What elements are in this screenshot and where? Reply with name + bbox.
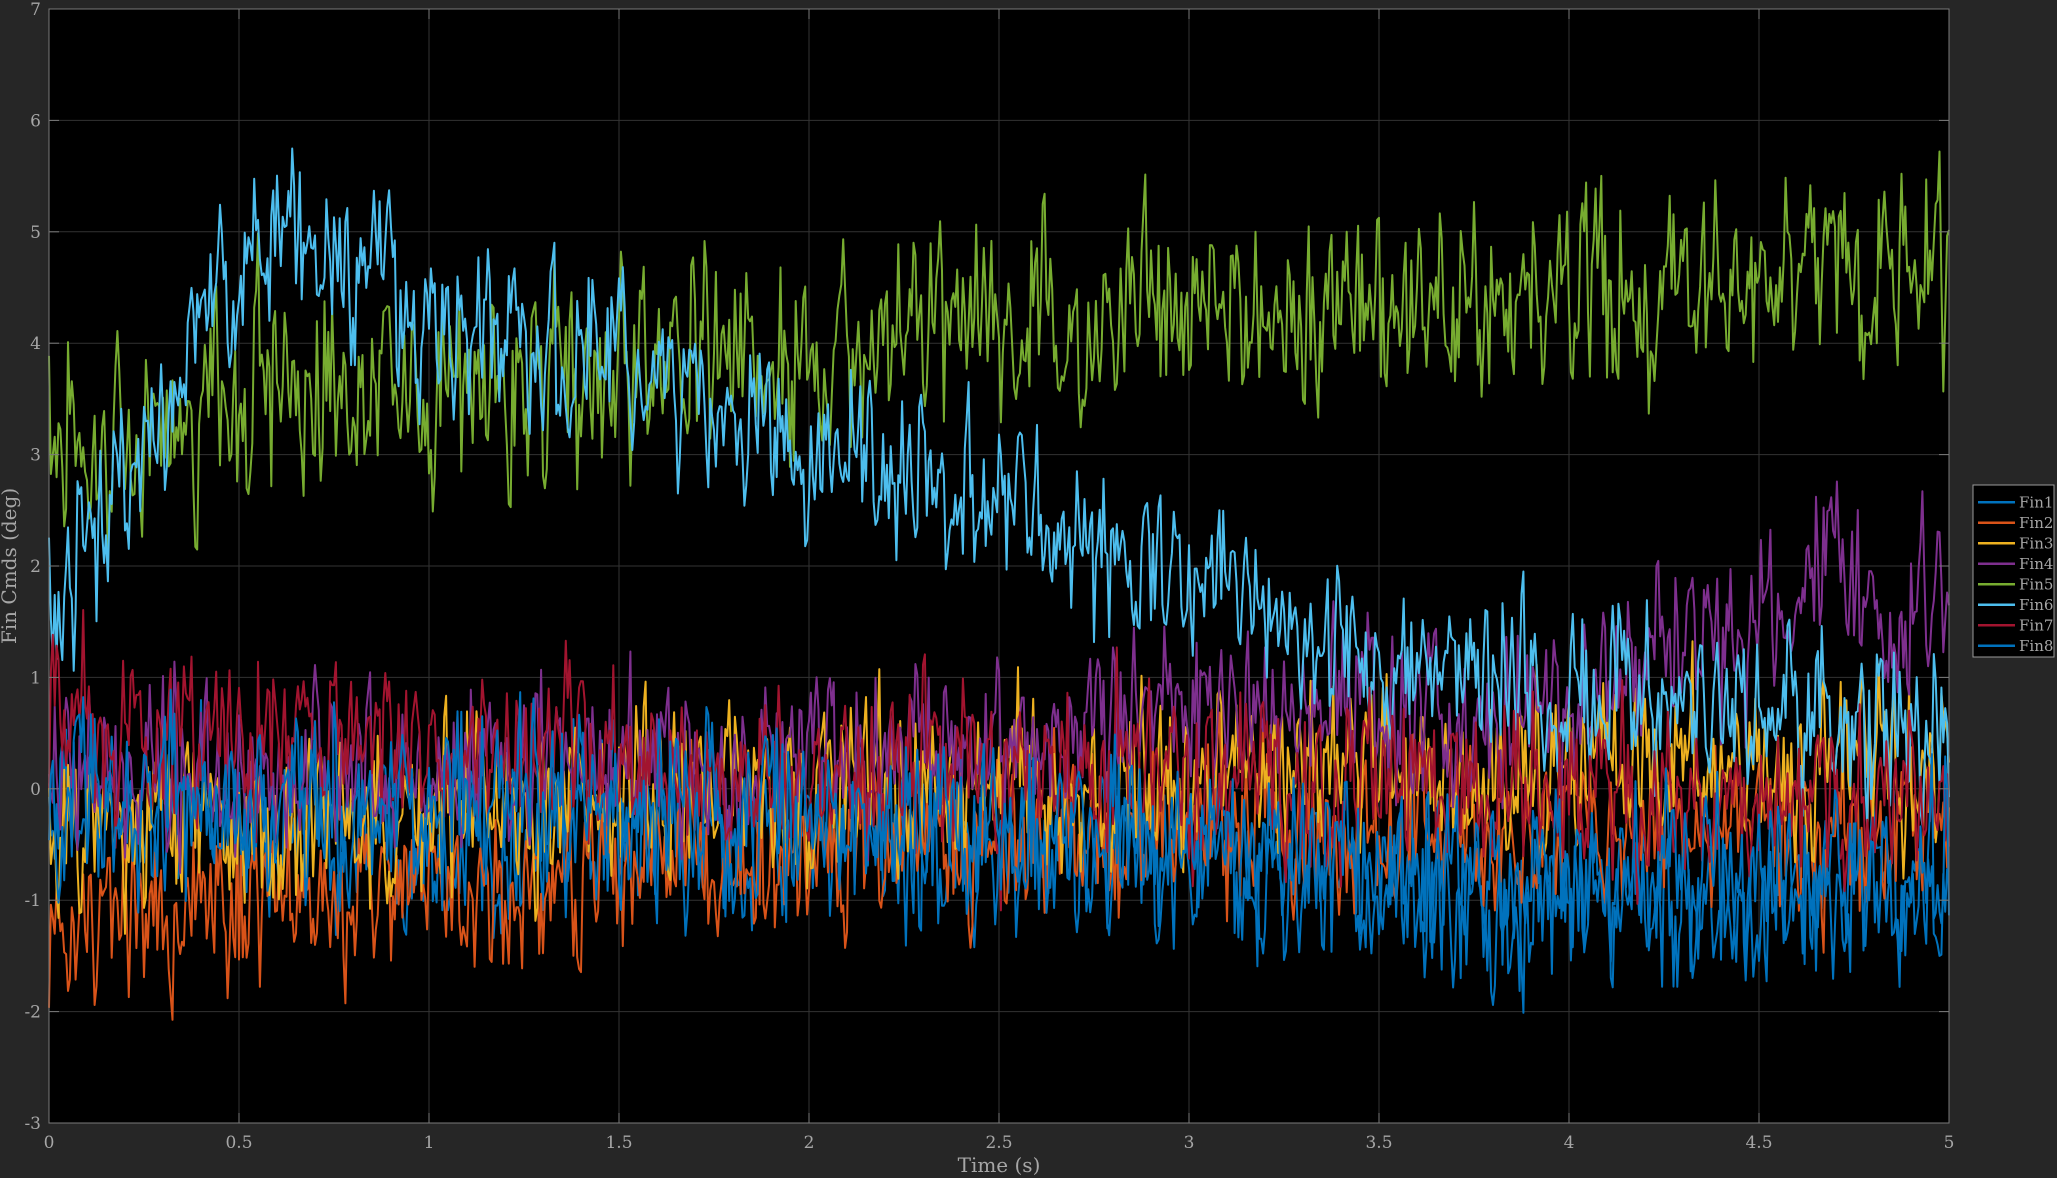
x-tick-label: 4 <box>1564 1133 1575 1153</box>
series-layer <box>48 147 1950 1021</box>
legend-label-fin7: Fin7 <box>2019 616 2053 634</box>
y-tick-label: 0 <box>30 780 41 800</box>
y-tick-label: 2 <box>30 557 41 577</box>
legend-label-fin8: Fin8 <box>2019 637 2053 655</box>
ticks <box>48 8 1950 1124</box>
y-tick-label: -3 <box>24 1114 41 1134</box>
x-axis-label: Time (s) <box>958 1153 1041 1177</box>
x-tick-label: 1 <box>424 1133 435 1153</box>
legend-label-fin1: Fin1 <box>2019 493 2053 511</box>
x-tick-label: 4.5 <box>1745 1133 1772 1153</box>
y-axis-label: Fin Cmds (deg) <box>0 488 21 644</box>
y-tick-label: -2 <box>24 1003 41 1023</box>
x-tick-label: 0 <box>44 1133 55 1153</box>
x-tick-label: 2.5 <box>985 1133 1012 1153</box>
series-line-fin5 <box>48 150 1950 557</box>
legend-label-fin2: Fin2 <box>2019 514 2053 532</box>
y-tick-label: 5 <box>30 223 41 243</box>
x-tick-label: 5 <box>1944 1133 1955 1153</box>
y-tick-label: 3 <box>30 446 41 466</box>
y-tick-label: 7 <box>30 0 41 20</box>
x-tick-label: 0.5 <box>225 1133 252 1153</box>
series-line-fin6 <box>48 147 1950 830</box>
x-tick-label: 3.5 <box>1365 1133 1392 1153</box>
y-tick-label: 6 <box>30 111 41 131</box>
y-tick-label: 4 <box>30 334 41 354</box>
series-line-fin8 <box>48 688 1950 1014</box>
legend-label-fin3: Fin3 <box>2019 534 2053 552</box>
y-tick-label: -1 <box>24 891 41 911</box>
y-tick-label: 1 <box>30 668 41 688</box>
x-tick-label: 3 <box>1184 1133 1195 1153</box>
legend-label-fin6: Fin6 <box>2019 596 2053 614</box>
legend-label-fin4: Fin4 <box>2019 555 2053 573</box>
legend: Fin1 Fin2 Fin3 Fin4 Fin5 Fin6 Fin7 Fin8 <box>1972 484 2055 658</box>
legend-box <box>1972 484 2055 658</box>
x-tick-label: 1.5 <box>605 1133 632 1153</box>
legend-label-fin5: Fin5 <box>2019 575 2053 593</box>
x-tick-label: 2 <box>804 1133 815 1153</box>
tick-labels: 0 0.5 1 1.5 2 2.5 3 3.5 4 4.5 5 -3 -2 -1 0 1 2 3 4 5 6 7 <box>24 0 1954 1153</box>
